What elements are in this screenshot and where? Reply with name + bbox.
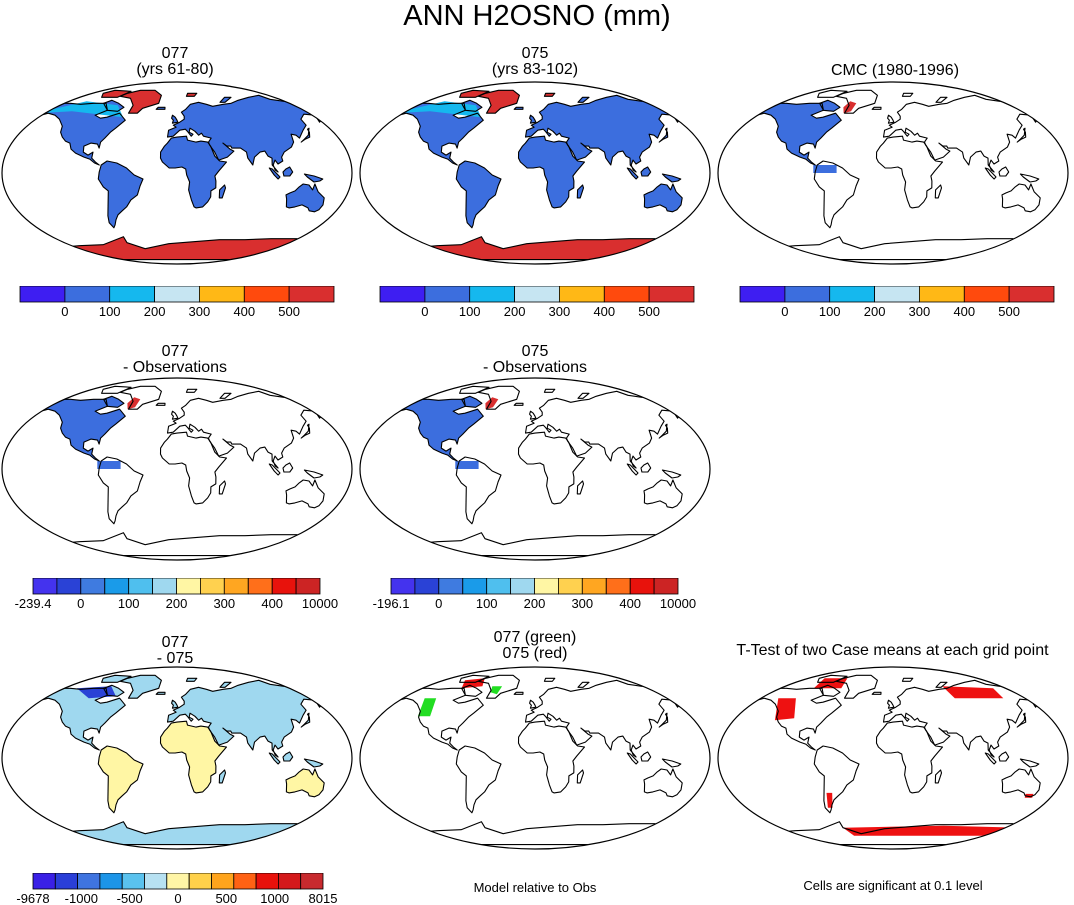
svg-text:100: 100 (118, 596, 140, 611)
svg-text:-1000: -1000 (65, 891, 98, 905)
panel-title-comparison: 077 (green) 075 (red) (493, 629, 577, 662)
map-diff-075 (359, 377, 711, 561)
map-diff-077 (1, 377, 353, 561)
svg-text:0: 0 (61, 304, 68, 319)
panel-title-ttest: T-Test of two Case means at each grid po… (736, 642, 1049, 659)
colorbar-diff-models: -9678 -1000 -500 0 500 1000 8015 (16, 873, 338, 905)
map-077 (1, 81, 353, 265)
svg-text:400: 400 (233, 304, 255, 319)
svg-text:500: 500 (215, 891, 237, 905)
svg-text:400: 400 (619, 596, 641, 611)
svg-text:-239.4: -239.4 (15, 596, 52, 611)
svg-text:400: 400 (261, 596, 283, 611)
panel-title-diff-075: 075 - Observations (482, 343, 588, 376)
svg-text:200: 200 (864, 304, 886, 319)
figure-title: ANN H2OSNO (mm) (403, 0, 671, 32)
note-model-rel-obs: Model relative to Obs (473, 880, 597, 895)
svg-text:200: 200 (524, 596, 546, 611)
svg-text:300: 300 (909, 304, 931, 319)
svg-text:100: 100 (476, 596, 498, 611)
svg-text:500: 500 (278, 304, 300, 319)
map-comparison (359, 666, 711, 850)
panel-title-075: 075 (yrs 83-102) (491, 45, 579, 78)
svg-text:300: 300 (549, 304, 571, 319)
svg-text:200: 200 (504, 304, 526, 319)
svg-text:-500: -500 (117, 891, 143, 905)
colorbar-diff-075: -196.1 0 100 200 300 400 10000 (373, 578, 696, 611)
svg-text:0: 0 (781, 304, 788, 319)
map-ttest (717, 666, 1069, 850)
colorbar-obs: 0 100 200 300 400 500 (739, 286, 1055, 319)
svg-text:500: 500 (638, 304, 660, 319)
svg-text:400: 400 (953, 304, 975, 319)
svg-text:-9678: -9678 (16, 891, 49, 905)
panel-title-diff-models: 077 - 075 (156, 634, 194, 667)
svg-text:100: 100 (819, 304, 841, 319)
svg-text:10000: 10000 (302, 596, 338, 611)
svg-text:-196.1: -196.1 (373, 596, 410, 611)
svg-text:300: 300 (189, 304, 211, 319)
colorbar-075: 0 100 200 300 400 500 (379, 286, 695, 319)
svg-text:10000: 10000 (660, 596, 696, 611)
panel-title-diff-077: 077 - Observations (122, 343, 228, 376)
svg-text:8015: 8015 (309, 891, 338, 905)
svg-text:0: 0 (421, 304, 428, 319)
svg-text:300: 300 (571, 596, 593, 611)
colorbar-077: 0 100 200 300 400 500 (19, 286, 335, 319)
svg-text:0: 0 (77, 596, 84, 611)
svg-text:200: 200 (144, 304, 166, 319)
map-075 (359, 81, 711, 265)
colorbar-diff-077: -239.4 0 100 200 300 400 10000 (15, 578, 338, 611)
svg-text:1000: 1000 (260, 891, 289, 905)
svg-text:100: 100 (99, 304, 121, 319)
svg-text:200: 200 (166, 596, 188, 611)
note-significance: Cells are significant at 0.1 level (803, 878, 983, 893)
svg-text:300: 300 (213, 596, 235, 611)
svg-text:100: 100 (459, 304, 481, 319)
map-obs (717, 81, 1069, 265)
panel-title-obs: CMC (1980-1996) (830, 62, 960, 79)
svg-text:500: 500 (998, 304, 1020, 319)
svg-text:0: 0 (435, 596, 442, 611)
panel-title-077: 077 (yrs 61-80) (136, 45, 214, 78)
svg-text:400: 400 (593, 304, 615, 319)
map-diff-models (1, 666, 353, 850)
svg-text:0: 0 (174, 891, 181, 905)
